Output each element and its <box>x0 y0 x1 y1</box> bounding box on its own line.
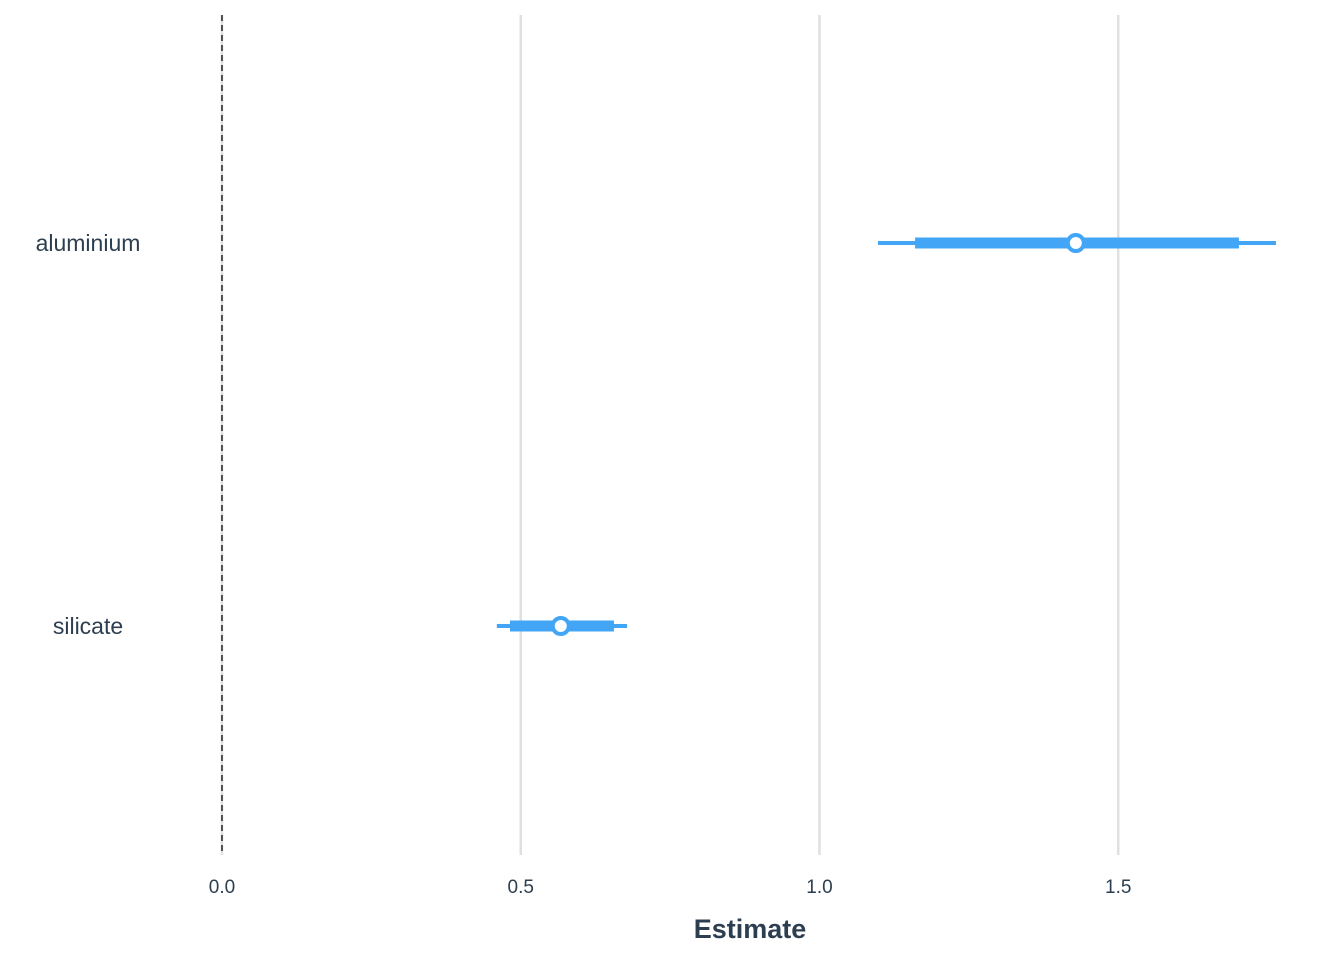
estimate-point <box>1065 233 1086 253</box>
y-tick-label: silicate <box>53 613 123 639</box>
x-tick-label: 1.0 <box>806 877 832 898</box>
x-tick-label: 0.0 <box>209 877 235 898</box>
x-tick-label: 0.5 <box>508 877 534 898</box>
x-tick-label: 1.5 <box>1105 877 1131 898</box>
estimate-point <box>550 616 571 636</box>
y-tick-label: aluminium <box>36 230 141 256</box>
x-axis-label: Estimate <box>694 914 807 944</box>
